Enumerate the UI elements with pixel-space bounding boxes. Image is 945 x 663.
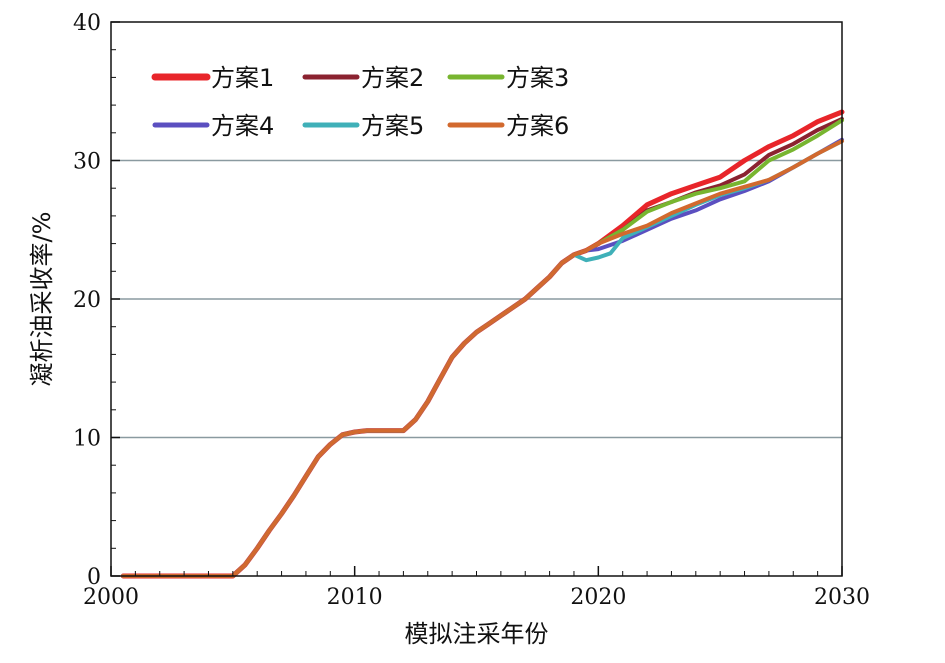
- series-line-1: [120, 109, 845, 579]
- series-line-2: [121, 117, 844, 578]
- y-tick-label: 20: [73, 288, 101, 313]
- x-tick-label: 2010: [327, 585, 383, 610]
- legend-label-3: 方案3: [506, 64, 569, 92]
- legend-label-2: 方案2: [361, 64, 424, 92]
- legend-label-5: 方案5: [361, 112, 424, 140]
- series-line-5: [121, 139, 844, 578]
- x-tick-label: 2000: [83, 585, 139, 610]
- series-line-4: [121, 137, 844, 578]
- y-tick-label: 40: [73, 11, 101, 36]
- series-lines: [120, 109, 845, 579]
- x-tick-label: 2020: [570, 585, 626, 610]
- series-line-6: [121, 139, 844, 578]
- y-tick-label: 10: [73, 427, 101, 452]
- y-tick-label: 30: [73, 150, 101, 175]
- legend-label-1: 方案1: [211, 64, 274, 92]
- x-axis-label: 模拟注采年份: [405, 620, 549, 648]
- grid-lines: [111, 159, 842, 439]
- legend-label-4: 方案4: [211, 112, 274, 140]
- legend: 方案1 方案2 方案3 方案4 方案5 方案6: [151, 64, 569, 140]
- x-tick-label: 2030: [814, 585, 870, 610]
- legend-label-6: 方案6: [506, 112, 569, 140]
- y-axis-label: 凝析油采收率/%: [28, 212, 56, 387]
- y-tick-label: 0: [87, 565, 101, 590]
